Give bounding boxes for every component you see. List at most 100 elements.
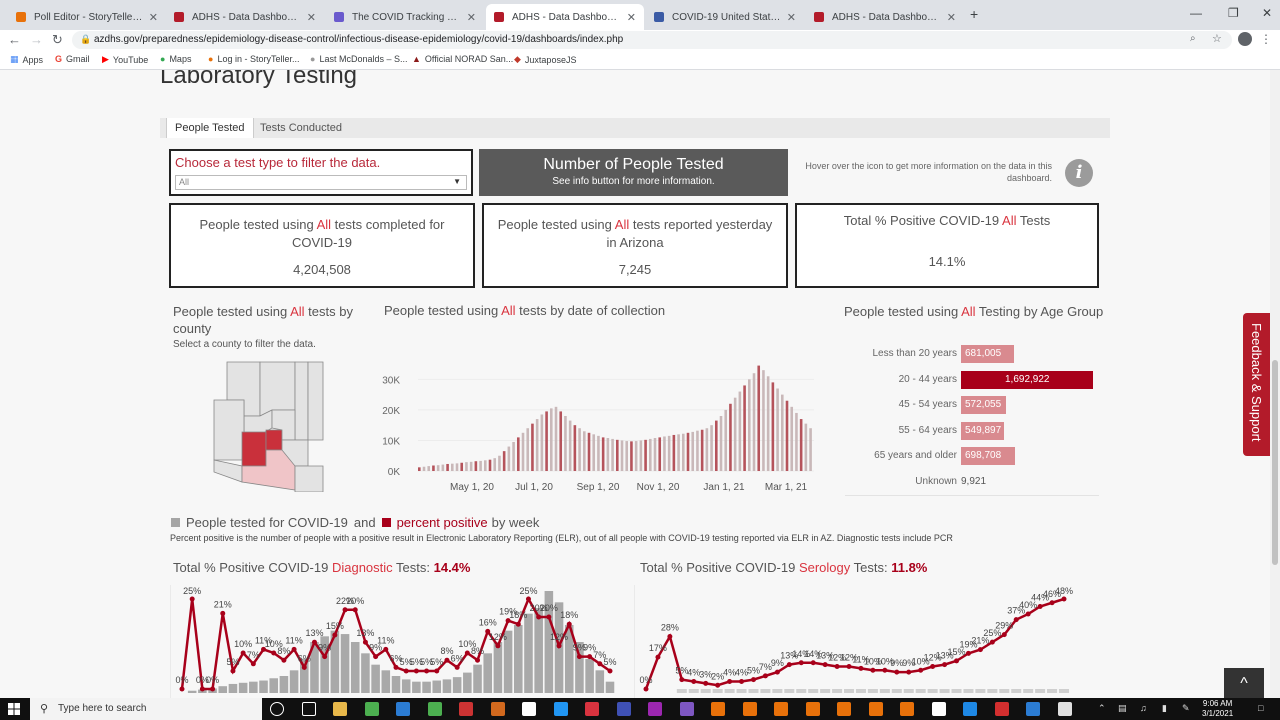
tab-close-icon[interactable]: ✕ bbox=[466, 11, 476, 24]
browser-tab[interactable]: Poll Editor - StoryTeller Polling App ✕ bbox=[8, 4, 166, 30]
browser-tab[interactable]: ADHS - Data Dashboard ✕ bbox=[806, 4, 964, 30]
bookmark-apps[interactable]: ▦ Apps bbox=[10, 54, 44, 65]
task-view-icon[interactable] bbox=[270, 702, 284, 716]
3d-viewer-icon[interactable] bbox=[459, 702, 473, 716]
date-bar bbox=[564, 416, 567, 471]
age-row[interactable]: 20 - 44 years 1,692,922 bbox=[845, 370, 1105, 389]
bookmark-youtube[interactable]: ▶ YouTube bbox=[102, 54, 149, 65]
tab-close-icon[interactable]: ✕ bbox=[306, 11, 316, 24]
county-la-paz[interactable] bbox=[213, 399, 245, 461]
menu-icon[interactable]: ⋮ bbox=[1260, 32, 1272, 46]
browser-tab[interactable]: The COVID Tracking Project | The ✕ bbox=[326, 4, 484, 30]
dell-app-icon[interactable] bbox=[396, 702, 410, 716]
tab-people-tested[interactable]: People Tested bbox=[166, 118, 254, 138]
tray-battery-icon[interactable]: ▮ bbox=[1162, 703, 1167, 713]
onenote-icon[interactable] bbox=[648, 702, 662, 716]
county-apache[interactable] bbox=[307, 361, 324, 441]
feedback-support-button[interactable]: Feedback & Support bbox=[1243, 313, 1270, 456]
storyteller-app-icon[interactable] bbox=[900, 702, 914, 716]
taskbar-clock[interactable]: 9:06 AM 3/1/2021 bbox=[1202, 699, 1234, 718]
restore-icon[interactable]: ❐ bbox=[1228, 6, 1239, 20]
basketball-app-icon[interactable] bbox=[490, 702, 505, 716]
close-window-icon[interactable]: ✕ bbox=[1262, 6, 1273, 20]
bookmark-mcdonalds[interactable]: ● Last McDonalds – S... bbox=[310, 54, 408, 64]
calculator-icon[interactable] bbox=[553, 702, 568, 716]
cortana-icon[interactable] bbox=[301, 702, 316, 716]
bookmark-storyteller[interactable]: ● Log in - StoryTeller... bbox=[208, 54, 300, 64]
bookmark-star-icon[interactable]: ☆ bbox=[1212, 33, 1222, 45]
acrobat-icon[interactable] bbox=[585, 702, 599, 716]
file-explorer-icon[interactable] bbox=[333, 702, 347, 716]
test-type-select[interactable]: All ▼ bbox=[175, 175, 467, 190]
minimize-icon[interactable]: — bbox=[1190, 6, 1202, 20]
red-app-icon[interactable] bbox=[994, 702, 1009, 716]
chrome-icon[interactable] bbox=[1057, 702, 1072, 716]
county-yuma[interactable] bbox=[213, 459, 243, 483]
tab-close-icon[interactable]: ✕ bbox=[946, 11, 956, 24]
browser-tab[interactable]: COVID-19 United States Cases by ✕ bbox=[646, 4, 804, 30]
notes-app-icon[interactable] bbox=[522, 702, 536, 716]
age-row[interactable]: Unknown 9,921 bbox=[845, 473, 1105, 491]
zoom-icon[interactable]: ⌕ bbox=[1190, 33, 1196, 44]
tray-chevron-icon[interactable]: ⌃ bbox=[1098, 703, 1106, 713]
bookmark-juxtapose[interactable]: ◆ JuxtaposeJS bbox=[514, 54, 577, 65]
storyteller-app-icon[interactable] bbox=[742, 702, 757, 716]
county-cochise[interactable] bbox=[294, 465, 324, 492]
date-bar bbox=[771, 382, 775, 471]
bookmark-maps[interactable]: ● Maps bbox=[160, 54, 192, 64]
tray-network-icon[interactable]: ▤ bbox=[1118, 703, 1127, 713]
windows-start-icon[interactable] bbox=[8, 703, 20, 715]
scroll-to-top-button[interactable]: ^ bbox=[1224, 668, 1264, 700]
browser-tab[interactable]: ADHS - Data Dashboard ✕ bbox=[166, 4, 324, 30]
notifications-icon[interactable]: □ bbox=[1258, 703, 1264, 713]
age-label: Unknown bbox=[915, 475, 957, 487]
new-tab-button[interactable]: + bbox=[970, 6, 979, 22]
browser-tab[interactable]: ADHS - Data Dashboard ✕ bbox=[486, 4, 644, 30]
scrollbar-thumb[interactable] bbox=[1272, 360, 1278, 565]
media-app-icon[interactable] bbox=[427, 702, 442, 716]
tab-close-icon[interactable]: ✕ bbox=[786, 11, 796, 24]
county-coconino[interactable] bbox=[259, 361, 296, 417]
percent-point bbox=[322, 654, 328, 660]
url-field[interactable]: 🔒 azdhs.gov/preparedness/epidemiology-di… bbox=[72, 31, 1232, 49]
age-row[interactable]: 45 - 54 years 572,055 bbox=[845, 396, 1105, 414]
taskbar-search[interactable]: ⚲ Type here to search bbox=[30, 698, 262, 720]
edge-icon[interactable] bbox=[963, 702, 977, 716]
tray-pen-icon[interactable]: ✎ bbox=[1182, 703, 1190, 713]
back-icon[interactable]: ← bbox=[8, 32, 21, 47]
info-icon[interactable]: i bbox=[1065, 159, 1093, 187]
terminal-icon[interactable] bbox=[931, 702, 946, 716]
storyteller-app-icon[interactable] bbox=[837, 702, 851, 716]
mail-app-icon[interactable] bbox=[616, 702, 631, 716]
tab-close-icon[interactable]: ✕ bbox=[626, 11, 636, 24]
age-row[interactable]: 55 - 64 years 549,897 bbox=[845, 421, 1105, 440]
percent-label: 14% bbox=[792, 649, 810, 659]
bookmark-gmail[interactable]: G Gmail bbox=[55, 54, 90, 64]
storyteller-app-icon[interactable] bbox=[711, 702, 725, 716]
county-pima[interactable] bbox=[241, 449, 296, 491]
storyteller-app-icon[interactable] bbox=[868, 702, 883, 716]
tab-title: ADHS - Data Dashboard bbox=[832, 11, 941, 23]
storyteller-app-icon[interactable] bbox=[805, 702, 820, 716]
lock-icon[interactable]: 🔒 bbox=[80, 34, 92, 44]
spreadsheet-app-icon[interactable] bbox=[364, 702, 379, 716]
week-bar bbox=[187, 690, 197, 693]
bookmark-norad[interactable]: ▲ Official NORAD San... bbox=[412, 54, 514, 64]
county-maricopa[interactable] bbox=[241, 431, 267, 467]
week-bar bbox=[442, 679, 452, 693]
word-icon[interactable] bbox=[1026, 702, 1040, 716]
week-bar bbox=[238, 682, 248, 693]
tab-tests-conducted[interactable]: Tests Conducted bbox=[260, 122, 342, 134]
pen-app-icon[interactable] bbox=[679, 702, 694, 716]
county-navajo[interactable] bbox=[294, 361, 309, 441]
tray-volume-icon[interactable]: ♫ bbox=[1140, 703, 1147, 713]
profile-avatar[interactable] bbox=[1238, 32, 1252, 46]
storyteller-app-icon[interactable] bbox=[774, 702, 788, 716]
reload-icon[interactable]: ↻ bbox=[52, 32, 63, 47]
age-row[interactable]: Less than 20 years 681,005 bbox=[845, 345, 1105, 363]
tab-close-icon[interactable]: ✕ bbox=[148, 11, 158, 24]
forward-icon[interactable]: → bbox=[30, 32, 43, 47]
percent-point bbox=[383, 646, 389, 652]
age-row[interactable]: 65 years and older 698,708 bbox=[845, 447, 1105, 465]
county-pinal[interactable] bbox=[265, 429, 283, 451]
